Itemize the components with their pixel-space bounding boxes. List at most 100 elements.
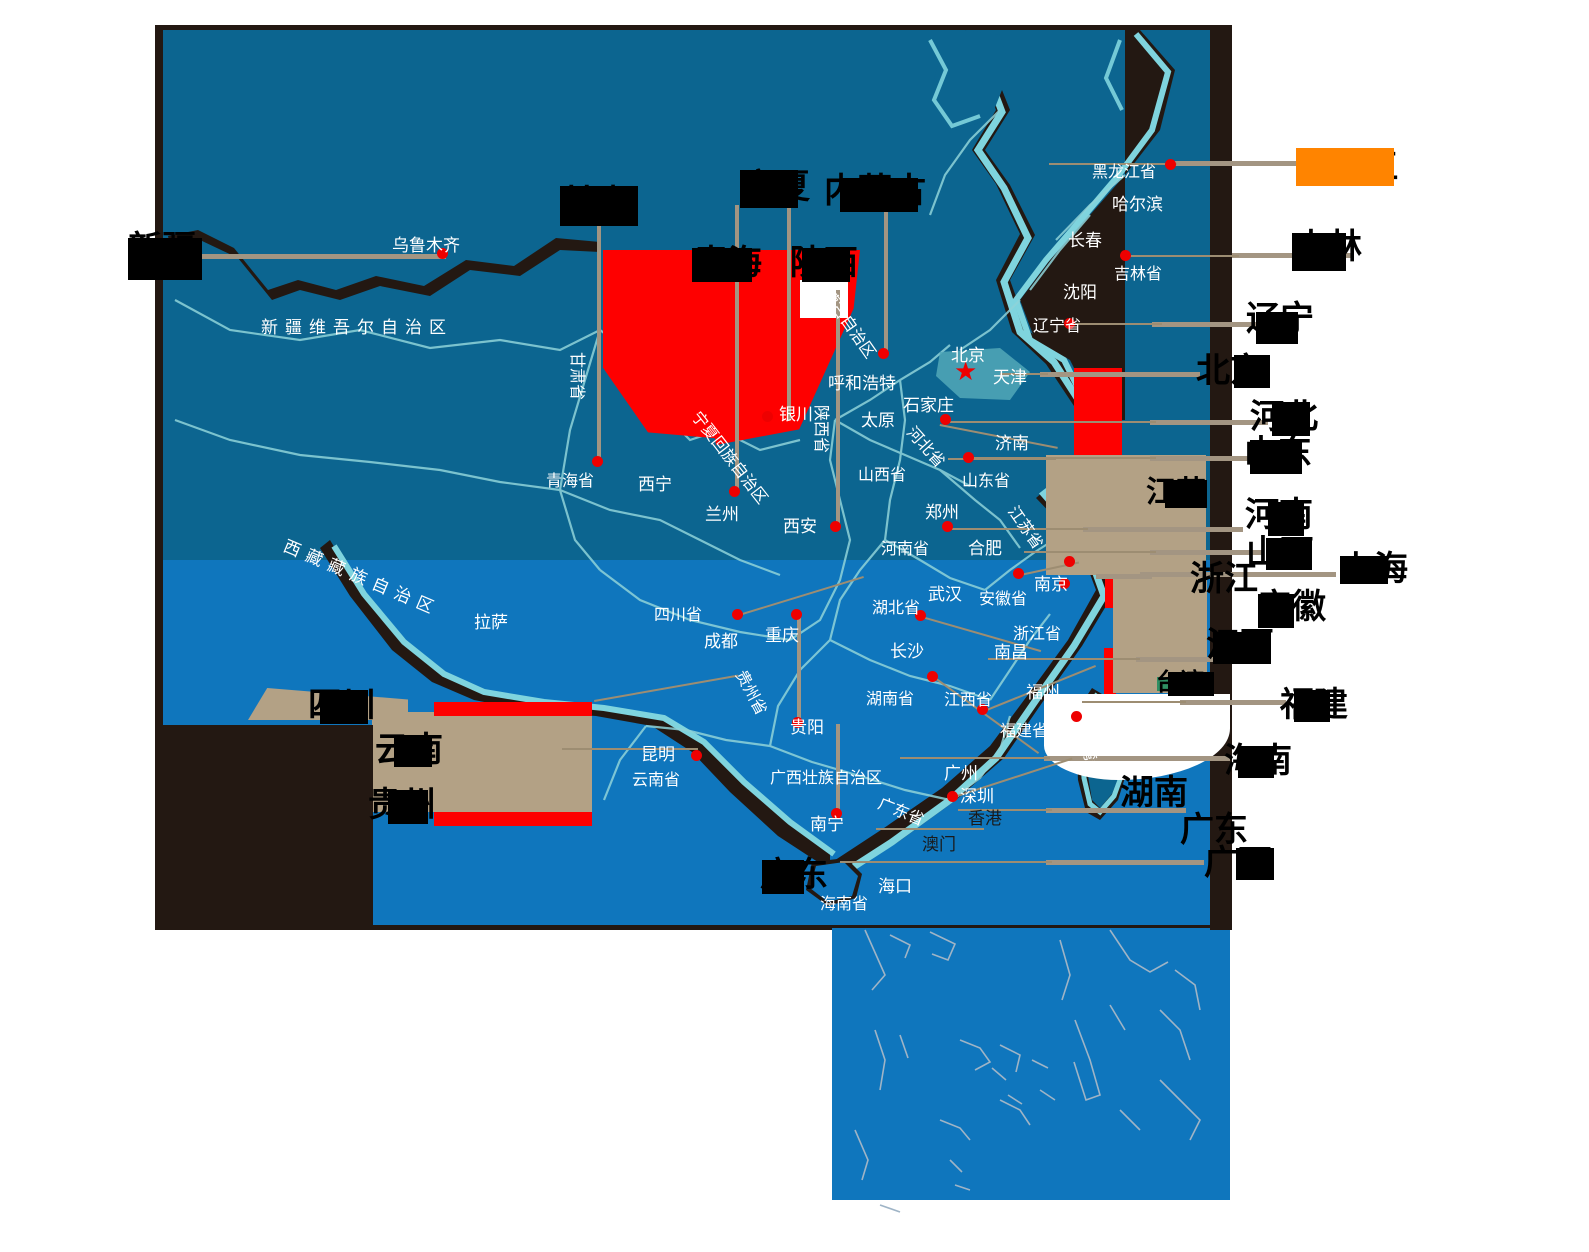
redaction-box-guangxi — [1236, 848, 1274, 880]
south-china-sea-inset — [832, 928, 1230, 1200]
map-province-label: 河南省 — [881, 539, 930, 558]
map-city-label: 呼和浩特 — [828, 374, 896, 394]
city-dot-guiyang — [792, 717, 803, 728]
map-city-label: 成都 — [704, 632, 738, 652]
map-province-label: 浙江省 — [1013, 624, 1062, 643]
redaction-box-hebei — [1272, 402, 1310, 436]
map-province-label: 海南省 — [820, 894, 869, 913]
overlay-red-yunnan-top — [434, 702, 592, 716]
map-city-label: 济南 — [995, 434, 1029, 454]
map-province-label: 湖北省 — [872, 598, 921, 617]
leader-line-jiangxi — [1136, 657, 1246, 662]
leader-line-chongqing-vertical — [797, 616, 801, 724]
leader-line-liaoning — [1152, 322, 1260, 327]
map-city-label: 台北 — [1104, 703, 1138, 723]
city-dot-kunming — [691, 750, 702, 761]
redaction-box-jilin — [1292, 233, 1346, 271]
map-province-label: 吉林省 — [1114, 264, 1163, 283]
map-city-label: 长春 — [1068, 231, 1102, 251]
leader-line-hainan — [1044, 756, 1230, 761]
northern-rivers — [928, 39, 1124, 129]
map-city-label: 南昌 — [994, 643, 1028, 663]
leader-line-qinghai-vertical — [597, 226, 601, 462]
northwest-border — [168, 230, 600, 300]
city-dot-hefei — [1013, 568, 1024, 579]
leader-line-shanxi — [1150, 550, 1262, 555]
redaction-box-xinjiang — [128, 238, 202, 280]
city-dot-lanzhou — [729, 486, 740, 497]
redaction-box-yunnan — [394, 735, 432, 767]
leader-line-heilongjiang — [1172, 161, 1296, 166]
callout-label-hunan: 湖南 — [1120, 773, 1188, 813]
city-dot-changchun — [1120, 250, 1131, 261]
map-province-label: 江西省 — [944, 690, 993, 709]
map-province-label: 青海省 — [546, 471, 595, 490]
leader-line-fujian-thin — [1082, 701, 1186, 703]
city-dot-xian — [830, 521, 841, 532]
city-dot-shenyang — [1064, 318, 1075, 329]
map-city-label: 武汉 — [928, 585, 962, 605]
redaction-box-guangdong-bottom — [762, 860, 804, 894]
leader-line-jilin-thin — [1127, 255, 1239, 257]
redaction-box-heilongjiang — [1296, 148, 1394, 186]
overlay-white-notch — [800, 280, 848, 318]
leader-line-innermongolia-vertical — [884, 208, 888, 356]
city-dot-zhengzhou — [942, 521, 953, 532]
redaction-box-ningxia — [740, 170, 798, 208]
map-city-label: 西安 — [783, 517, 817, 537]
overlay-tan-shandong — [1046, 455, 1206, 575]
leader-line-fujian — [1180, 700, 1286, 705]
map-city-label: 南宁 — [810, 815, 844, 835]
redaction-box-shanghai — [1340, 556, 1388, 584]
leader-line-jiangxi-thin — [988, 658, 1140, 660]
map-city-label: 长沙 — [890, 642, 924, 662]
leader-line-heilongjiang-thin — [1049, 163, 1177, 165]
leader-line-hebei-thin — [950, 421, 1156, 423]
city-dot-chengdu — [732, 609, 743, 620]
map-city-label: 昆明 — [641, 745, 675, 765]
overlay-dark-southwest — [155, 725, 373, 930]
leader-line-jinan — [948, 458, 1056, 460]
redaction-box-sichuan — [320, 690, 368, 724]
map-city-label: 拉萨 — [474, 613, 508, 633]
map-province-label: 广西壮族自治区 — [770, 768, 883, 787]
province-boundaries — [174, 109, 1126, 802]
leader-line-guangxi-vertical — [836, 724, 840, 814]
leader-line-hongkong — [876, 828, 984, 830]
map-city-label: 哈尔滨 — [1112, 195, 1163, 215]
redaction-box-henan — [1268, 502, 1304, 536]
city-dot-nanjing — [1064, 556, 1075, 567]
city-dot-wuhan — [915, 610, 926, 621]
map-city-label: 北京 — [951, 346, 985, 366]
bohai-bay — [936, 348, 1030, 400]
map-province-label: 甘肃省 — [568, 352, 587, 401]
map-city-label: 西宁 — [638, 475, 672, 495]
marker-green-icon — [1157, 677, 1170, 691]
city-dot-yinchuan — [762, 411, 773, 422]
redaction-box-anhui — [1258, 594, 1294, 628]
map-province-label: 福建省 — [1000, 721, 1049, 740]
map-province-label: 山东省 — [962, 471, 1011, 490]
redaction-box-fujian — [1294, 690, 1330, 722]
map-city-label: 香港 — [968, 809, 1002, 829]
map-city-label: 广州 — [944, 764, 978, 784]
redaction-box-liaoning — [1256, 312, 1298, 344]
leader-line-henan — [1083, 527, 1243, 532]
map-city-label: 贵阳 — [790, 718, 824, 738]
city-dot-guangzhou — [947, 791, 958, 802]
redaction-box-beijing — [1234, 355, 1270, 388]
map-city-label: 天津 — [993, 368, 1027, 388]
leader-line-shandong — [1150, 456, 1254, 461]
redaction-box-jiangxi — [1213, 632, 1271, 664]
leader-line-xinjiang — [198, 254, 446, 259]
map-province-label: 陕西省 — [812, 405, 831, 454]
city-dot-jinan — [963, 452, 974, 463]
map-city-label: 福州 — [1026, 683, 1060, 703]
leader-line-shanxi-thin — [1024, 551, 1156, 553]
map-city-label: 澳门 — [922, 835, 956, 855]
map-city-label: 郑州 — [925, 503, 959, 523]
city-dot-changsha — [927, 671, 938, 682]
map-province-label: 山西省 — [858, 465, 907, 484]
leader-line-yunnan — [562, 748, 698, 750]
